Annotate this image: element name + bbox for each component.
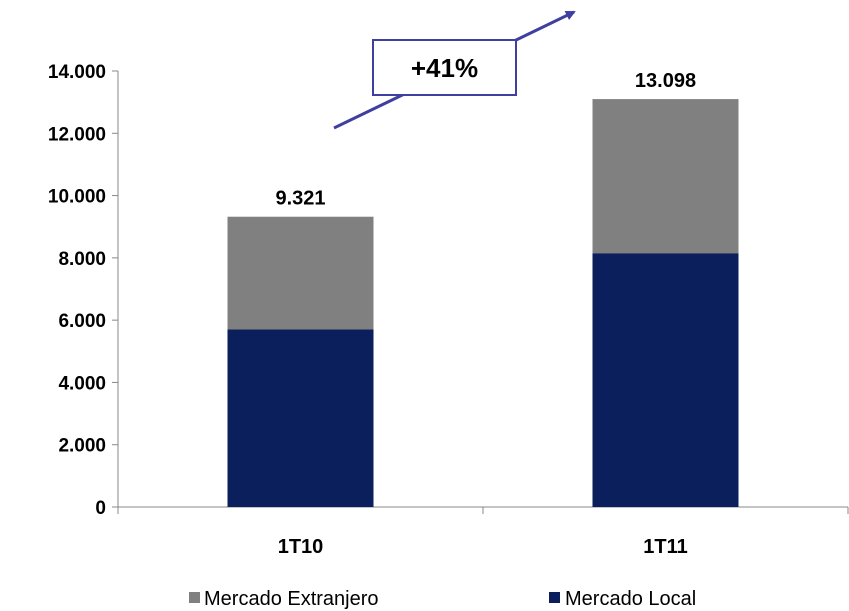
legend-label-mercado-extranjero: Mercado Extranjero: [204, 588, 379, 610]
y-tick-label: 10.000: [48, 187, 106, 208]
legend-item-mercado-extranjero: Mercado Extranjero: [189, 588, 379, 610]
y-tick-label: 0: [95, 498, 106, 519]
total-label-1t10: 9.321: [275, 188, 325, 210]
bar-segment-mercado-local-1t11: [592, 253, 739, 507]
legend-swatch-mercado-extranjero: [189, 592, 200, 603]
x-tick-label-1t11: 1T11: [643, 536, 687, 558]
y-tick-label: 6.000: [58, 311, 106, 332]
x-axis: 1T10 1T11: [117, 506, 849, 558]
bar-segment-mercado-local-1t10: [227, 329, 374, 507]
y-tick-label: 12.000: [48, 124, 106, 145]
legend-item-mercado-local: Mercado Local: [549, 588, 696, 610]
y-tick-label: 8.000: [58, 249, 106, 270]
growth-annotation-text: +41%: [411, 53, 478, 83]
bar-segment-mercado-extranjero-1t11: [592, 99, 739, 254]
y-tick-label: 4.000: [58, 373, 106, 394]
bars: [227, 99, 739, 507]
legend: Mercado Extranjero Mercado Local: [189, 588, 696, 610]
growth-annotation-box: [372, 39, 517, 96]
y-tick-label: 2.000: [58, 436, 106, 457]
total-labels: 9.321 13.098: [275, 70, 696, 210]
y-tick-label: 14.000: [48, 62, 106, 83]
legend-swatch-mercado-local: [549, 592, 560, 603]
x-tick-label-1t10: 1T10: [278, 536, 324, 558]
total-label-1t11: 13.098: [635, 70, 696, 92]
bar-segment-mercado-extranjero-1t10: [227, 216, 374, 330]
legend-label-mercado-local: Mercado Local: [565, 588, 696, 610]
y-axis: 0 2.000 4.000 6.000 8.000 10.000 12.000 14.000: [48, 62, 119, 519]
growth-annotation: +41%: [333, 10, 576, 130]
